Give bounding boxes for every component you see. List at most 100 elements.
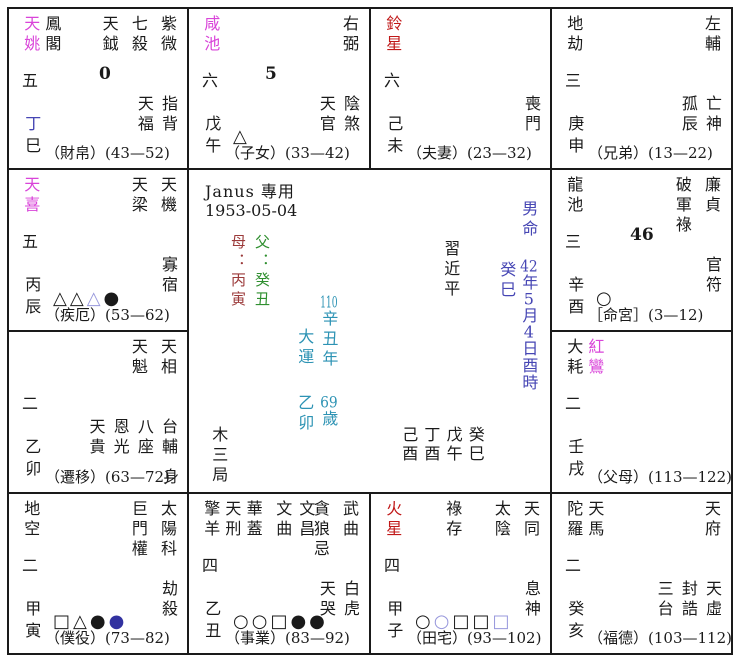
big-number: 0 xyxy=(99,64,111,84)
fortune-symbols: ○○□□□ xyxy=(415,613,512,631)
fortune-symbol: ● xyxy=(108,611,128,632)
fortune-symbol: ○ xyxy=(233,611,252,632)
father-pillar: 父：癸丑 xyxy=(253,234,271,310)
level-number: 三 xyxy=(565,232,582,251)
star-column: 天同 xyxy=(521,500,540,540)
stem: 甲 xyxy=(22,600,42,622)
stem: 庚 xyxy=(565,115,585,137)
branch: 巳 xyxy=(22,137,42,159)
minor-stars-right: 孤辰 亡神 xyxy=(679,95,722,135)
star-column: 地空 xyxy=(21,500,41,540)
palace-career: 擎羊 天刑 華蓋 文曲 文昌 貪狼忌 武曲 四 天哭 白虎 乙丑 ○○□●● （事業）(8… xyxy=(189,494,371,653)
branch: 申 xyxy=(565,137,585,159)
fortune-symbol: ○ xyxy=(433,611,453,632)
star-column: 三台 xyxy=(654,580,674,620)
app-owner-title: Janus 專用 xyxy=(205,182,295,201)
minor-stars-right: 天貴 恩光 八座 台輔 xyxy=(86,418,178,458)
pillar-column: 戊午 xyxy=(443,426,463,464)
gender-label: 男命 xyxy=(519,200,539,240)
minor-stars-left: 大耗 紅鸞 xyxy=(564,338,604,378)
age-column: 69歲 xyxy=(319,394,338,434)
minor-stars-left: 地空 xyxy=(21,500,40,540)
star-column: 天相 xyxy=(158,338,177,378)
star-column: 華蓋 xyxy=(243,500,263,540)
star-column: 祿存 xyxy=(443,500,463,540)
minor-stars-left: 咸池 xyxy=(201,15,220,55)
minor-stars-right: 天官 陰煞 xyxy=(317,95,360,135)
main-stars: 天鉞 七殺 紫微 xyxy=(99,15,177,55)
palace-travel: 天魁 天相 二 天貴 恩光 八座 台輔 乙卯 （遷移）(63—72) 身 xyxy=(9,332,189,494)
minor-stars-right: 息神 xyxy=(522,580,541,620)
level-number: 三 xyxy=(565,71,582,90)
star-column: 龍池 xyxy=(564,176,584,216)
star-column: 天姚 xyxy=(21,15,41,55)
star-column: 太陰 xyxy=(491,500,511,540)
star-column: 台輔 xyxy=(159,418,178,458)
star-column: 息神 xyxy=(522,580,541,620)
main-stars: 貪狼忌 武曲 xyxy=(311,500,359,560)
star-column: 文曲 xyxy=(273,500,293,540)
fortune-symbols: △ xyxy=(233,128,250,146)
fortune-symbol: □ xyxy=(452,611,473,632)
star-column: 火星 xyxy=(383,500,403,540)
pillar-column: 丁酉 xyxy=(421,426,441,464)
main-stars: 太陰 天同 xyxy=(492,500,540,540)
birth-date-column: 42年5月4日酉時 xyxy=(519,258,538,391)
star-column: 武曲 xyxy=(340,500,359,540)
pillar-column: 癸巳 xyxy=(465,426,485,464)
level-number: 四 xyxy=(384,556,401,575)
minor-stars-left: 擎羊 天刑 華蓋 xyxy=(201,500,263,540)
level-number: 二 xyxy=(565,394,582,413)
pillar-column: 己酉 xyxy=(399,426,419,464)
branch: 酉 xyxy=(565,298,585,320)
star-column: 天馬 xyxy=(585,500,605,540)
fortune-symbols: △△△● xyxy=(53,290,122,308)
branch: 丑 xyxy=(202,622,222,644)
fortune-symbol: □ xyxy=(472,611,493,632)
star-column: 右弼 xyxy=(340,15,359,55)
decade-cycle-info: 大運 110辛丑年 xyxy=(295,294,338,370)
main-stars: 右弼 xyxy=(340,15,359,55)
minor-stars-right: 劫殺 xyxy=(159,580,178,620)
palace-siblings: 地劫 左輔 三 孤辰 亡神 庚申 （兄弟）(13—22) xyxy=(552,9,731,170)
main-stars: 巨門權 太陽科 xyxy=(129,500,177,560)
dayun-label: 大運 xyxy=(295,328,315,368)
star-column: 天刑 xyxy=(222,500,242,540)
branch: 午 xyxy=(202,137,222,159)
fortune-symbol: □ xyxy=(492,611,513,632)
palace-label: （福德）(103—112) xyxy=(588,629,732,647)
day-hour-unit: 日酉時 xyxy=(519,340,539,391)
star-column: 天虛 xyxy=(703,580,722,620)
stem: 辛 xyxy=(565,276,585,298)
star-column: 太陽科 xyxy=(158,500,177,560)
stem-branch: 乙丑 xyxy=(202,600,221,644)
minor-stars-left: 陀羅 天馬 xyxy=(564,500,604,540)
level-number: 五 xyxy=(22,232,39,251)
stem-branch: 丙辰 xyxy=(22,276,41,320)
stem: 壬 xyxy=(565,438,585,460)
palace-label: （田宅）(93—102) xyxy=(407,629,542,647)
birth-year-pillar: 癸巳 xyxy=(497,261,517,301)
star-column: 天梁 xyxy=(128,176,148,216)
current-age-info: 乙卯 69歲 xyxy=(295,394,338,434)
body-palace-marker: 身 xyxy=(162,467,179,486)
stem: 乙 xyxy=(22,438,42,460)
month-unit: 月 xyxy=(519,307,539,324)
fortune-symbol: ○ xyxy=(596,288,615,309)
level-number: 二 xyxy=(565,556,582,575)
parents-pillars: 母：丙寅 父：癸丑 xyxy=(229,234,271,310)
star-column: 巨門權 xyxy=(128,500,148,560)
birth-date-western: 1953-05-04 xyxy=(205,201,298,220)
main-stars: 左輔 xyxy=(702,15,721,55)
palace-label: （兄弟）(13—22) xyxy=(588,144,713,162)
minor-stars-left: 天喜 xyxy=(21,176,40,216)
branch: 未 xyxy=(384,137,404,159)
star-column: 指背 xyxy=(159,95,178,135)
ziwei-chart: 天姚 鳳閣 天鉞 七殺 紫微 五 0 天福 指背 丁巳 （財帛）(43—52) 咸池 右… xyxy=(7,7,733,655)
dayun-year: 辛丑年 xyxy=(319,310,339,370)
palace-children: 咸池 右弼 六 5 天官 陰煞 戊午 △ （子女）(33—42) xyxy=(189,9,371,170)
minor-stars-left: 火星 xyxy=(383,500,402,540)
star-column: 廉貞 xyxy=(702,176,721,216)
palace-label: （子女）(33—42) xyxy=(225,144,350,162)
minor-stars-left: 鈴星 xyxy=(383,15,402,55)
